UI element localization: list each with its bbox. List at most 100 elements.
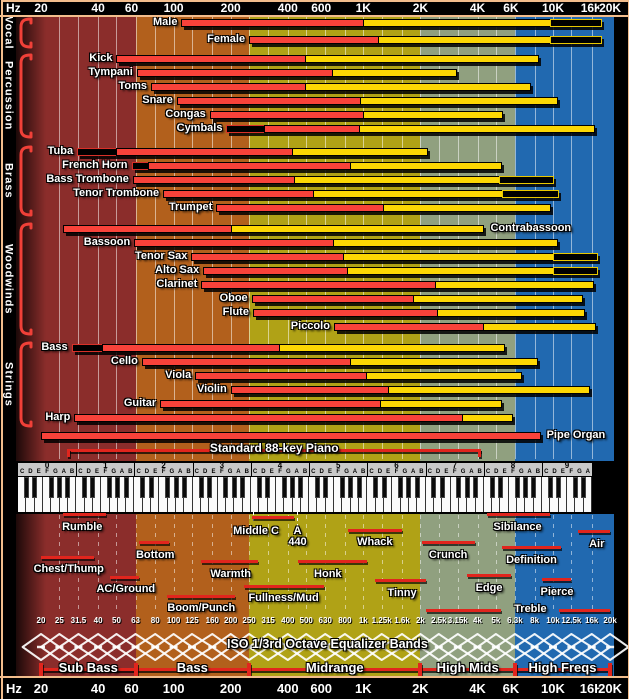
black-key-Fs1 — [107, 477, 112, 498]
bar-segment-yellow — [365, 372, 523, 380]
black-key-As0 — [65, 477, 71, 498]
note-letter: B — [128, 469, 133, 475]
note-letter: F — [161, 469, 166, 475]
instrument-bar-tuba — [77, 148, 429, 156]
note-letter: G — [227, 469, 233, 475]
note-letter: D — [435, 469, 441, 475]
bottom-tick-4k: 4K — [469, 681, 486, 696]
black-key-Cs5 — [314, 477, 320, 498]
bottom-tick-200: 200 — [219, 681, 242, 696]
piano-bracket-cap — [67, 449, 71, 457]
note-letter: G — [577, 469, 582, 475]
bar-segment-yellow — [380, 400, 502, 408]
bar-segment-red — [333, 323, 485, 331]
range-cap — [418, 663, 423, 676]
dashed-gridline-1k — [363, 515, 365, 612]
axis-unit-bottom: Hz — [6, 681, 22, 696]
gridline-4k — [477, 16, 479, 459]
dashed-gridline-400 — [287, 515, 289, 612]
instrument-bar-trumpet — [216, 204, 551, 212]
note-letter: F — [219, 469, 224, 475]
dashed-gridline-200 — [230, 515, 232, 612]
black-key-Cs1 — [82, 477, 88, 498]
note-letter: G — [344, 469, 349, 475]
group-label-vocal: Vocal — [2, 16, 15, 50]
black-key-As8 — [531, 477, 537, 498]
instrument-label-tenor-sax: Tenor Sax — [134, 250, 188, 262]
instrument-label-pipe-organ: Pipe Organ — [546, 429, 606, 441]
dashed-gridline-50 — [116, 515, 118, 612]
gridline-80 — [155, 16, 157, 459]
note-letter: E — [327, 469, 332, 475]
bar-segment-red — [203, 267, 348, 275]
octave-number-3: 3 — [219, 461, 225, 470]
bar-segment-red — [252, 309, 439, 317]
gridline-63 — [135, 16, 137, 459]
bar-segment-yellow — [483, 323, 596, 331]
octave-number-6: 6 — [394, 461, 399, 470]
black-key-As1 — [123, 477, 129, 498]
eq-band-label-16k: 16k — [585, 616, 599, 625]
black-key-Gs2 — [173, 477, 179, 498]
white-key-E0 — [34, 477, 43, 512]
top-tick-10k: 10K — [541, 1, 564, 15]
gridline-16k — [591, 16, 593, 459]
note-letter: D — [144, 469, 150, 475]
range-label-sub-bass: Sub Bass — [58, 660, 118, 675]
note-letter: G — [169, 469, 175, 475]
instrument-label-toms: Toms — [118, 80, 147, 92]
note-letter: E — [502, 469, 507, 475]
black-key-Cs3 — [198, 477, 204, 498]
note-letter: B — [477, 469, 482, 475]
white-key-B0 — [67, 477, 77, 512]
bar-segment-red — [134, 239, 334, 247]
eq-band-label-1k: 1k — [358, 616, 368, 625]
black-key-Gs9 — [581, 477, 587, 498]
black-key-Cs2 — [140, 477, 146, 498]
eq-band-label-2-5k: 2.5k — [430, 616, 447, 625]
gridline-5k — [495, 16, 497, 459]
note-letter: E — [444, 469, 449, 475]
dashed-gridline-1-25k — [381, 515, 383, 612]
note-letter: F — [336, 469, 341, 475]
gridline-10k — [552, 16, 554, 459]
top-tick-4k: 4K — [469, 1, 486, 15]
gridline-8k — [534, 16, 536, 459]
gridline-400 — [287, 16, 289, 459]
descriptor-marker-definition — [502, 546, 561, 549]
note-letter: C — [369, 469, 374, 475]
instrument-label-tympani: Tympani — [88, 66, 133, 78]
octave-divider — [134, 462, 136, 476]
instrument-label-bass: Bass — [41, 341, 68, 353]
descriptor-label-tinny: Tinny — [387, 587, 417, 599]
bar-segment-yellow — [312, 190, 504, 198]
descriptor-label-boom-punch: Boom/Punch — [167, 602, 236, 614]
bottom-tick-6k: 6K — [502, 681, 520, 696]
white-key-B6 — [417, 477, 426, 512]
descriptor-marker-sibilance — [487, 513, 550, 516]
note-letter: D — [494, 469, 499, 475]
black-key-Fs5 — [339, 477, 345, 498]
note-letter: D — [261, 469, 266, 475]
gridline-100 — [173, 16, 175, 459]
white-key-B8 — [533, 477, 543, 512]
bar-segment-red — [41, 432, 541, 440]
instrument-label-guitar: Guitar — [123, 397, 157, 409]
bar-segment-yellow — [363, 19, 551, 27]
octave-divider — [367, 462, 369, 476]
eq-band-label-1-6k: 1.6k — [394, 616, 410, 625]
bar-segment-red — [195, 372, 367, 380]
gridline-630 — [325, 16, 327, 459]
instrument-bar-cymbals — [226, 125, 596, 133]
category-strip — [0, 16, 16, 677]
bottom-tick-40: 40 — [90, 681, 106, 696]
dashed-gridline-80 — [155, 515, 157, 612]
bar-segment-red — [230, 386, 389, 394]
instrument-bar-congas — [209, 111, 504, 119]
instrument-label-french-horn: French Horn — [62, 159, 128, 171]
instrument-label-tuba: Tuba — [47, 145, 74, 157]
note-letter: A — [585, 469, 590, 475]
bar-segment-yellow — [388, 386, 591, 394]
instrument-label-contrabassoon: Contrabassoon — [490, 222, 572, 234]
descriptor-label-honk: Honk — [314, 568, 342, 580]
